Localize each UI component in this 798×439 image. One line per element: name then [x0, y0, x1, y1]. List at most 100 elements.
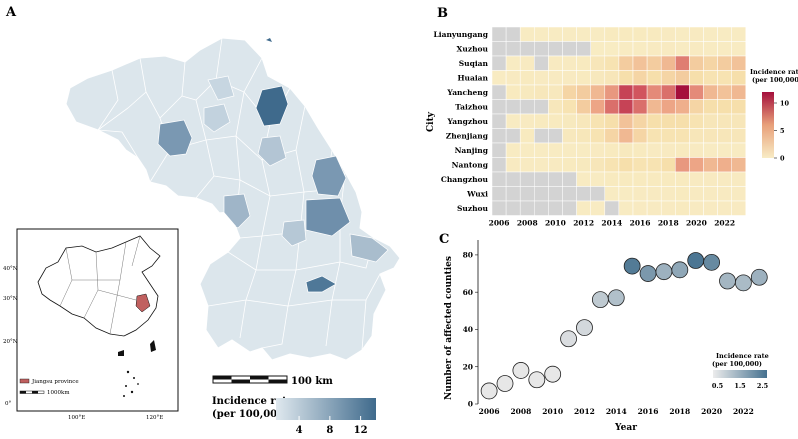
heatmap-cell: [675, 84, 690, 100]
heatmap-cell: [548, 26, 563, 42]
map-legend-colorbar: [276, 398, 376, 420]
scatter-point: [687, 252, 705, 269]
heatmap-cell: [576, 70, 591, 86]
heatmap-cell: [703, 142, 718, 158]
map-legend-tick-label: 8: [326, 425, 333, 436]
heatmap-cell: [491, 113, 507, 129]
heatmap-cell: [717, 186, 732, 202]
heatmap-cell: [646, 113, 662, 129]
heatmap-cell: [562, 84, 577, 100]
scatter-legend-tick-label: 1.5: [734, 382, 746, 390]
heatmap-cell: [576, 99, 591, 115]
county-boundaries: [97, 37, 381, 351]
map-scale-bar: 100 km: [212, 375, 333, 387]
heatmap-cell: [703, 41, 718, 57]
heatmap-cell: [618, 26, 634, 42]
heatmap-cell: [604, 55, 620, 71]
heatmap-cell: [562, 113, 577, 129]
heatmap-year-label: 2010: [545, 219, 566, 228]
heatmap-city-label: Yangzhou: [447, 117, 489, 126]
heatmap-cell: [646, 128, 662, 144]
heatmap-cell: [703, 55, 718, 71]
heatmap-cell: [548, 55, 563, 71]
heatmap-cell: [604, 186, 620, 202]
heatmap-cell: [548, 186, 563, 202]
heatmap-cell: [703, 128, 718, 144]
heatmap-cell: [717, 200, 732, 216]
heatmap-cell: [689, 55, 704, 71]
heatmap-cell: [576, 142, 591, 158]
heatmap-cell: [717, 128, 732, 144]
heatmap-cell: [632, 186, 648, 202]
heatmap-cell: [675, 142, 690, 158]
county-high-3: [311, 155, 347, 197]
heatmap-cell: [646, 157, 662, 173]
heatmap-cell: [618, 41, 634, 57]
heatmap-cell: [689, 41, 704, 57]
heatmap-year-label: 2022: [714, 219, 735, 228]
heatmap-cell: [505, 142, 521, 158]
scatter-point: [703, 253, 721, 271]
heatmap-cell: [534, 70, 549, 86]
heatmap-cell: [689, 157, 704, 173]
heatmap-cell: [519, 200, 535, 216]
heatmap-cell: [703, 171, 718, 187]
heatmap-cell: [491, 157, 507, 173]
scatter-point: [512, 362, 530, 379]
panel-b-letter: B: [437, 6, 448, 21]
heatmap-year-label: 2014: [601, 219, 622, 228]
heatmap-cell: [618, 113, 634, 129]
heatmap-cell: [505, 41, 521, 57]
heatmap-cell: [519, 171, 535, 187]
heatmap-city-label: Suzhou: [457, 204, 489, 213]
scatter-point: [544, 365, 562, 383]
heatmap-cell: [618, 99, 634, 115]
heatmap-city-label: Changzhou: [441, 175, 489, 184]
heatmap-cell: [689, 171, 704, 187]
heatmap-cell: [660, 157, 676, 173]
heatmap-cell: [590, 55, 606, 71]
heatmap-cell: [604, 41, 620, 57]
heatmap-cell: [548, 70, 563, 86]
heatmap-cell: [576, 55, 591, 71]
heatmap-cell: [548, 171, 563, 187]
scatter-legend: Incidence rate (per 100,000) 0.5 1.5 2.5: [712, 352, 769, 390]
heatmap-cell: [519, 84, 535, 100]
scatter-x-tick-label: 2008: [510, 407, 531, 416]
heatmap-cell: [534, 186, 549, 202]
heatmap-cell: [590, 200, 606, 216]
heatmap-year-label: 2008: [517, 219, 538, 228]
heatmap-cell: [689, 99, 704, 115]
heatmap-cell: [632, 128, 648, 144]
heatmap-cell: [562, 26, 577, 42]
heatmap-cell: [604, 70, 620, 86]
scatter-chart: 0 20 40 60 80 2006 2008 2010 2012 2014 2016 2018 202…: [463, 240, 768, 416]
heatmap-cell: [689, 142, 704, 158]
heatmap: Lianyungang Xuzhou Suqian Huaian Yancheng Tai…: [434, 26, 747, 228]
heatmap-cell: [590, 84, 606, 100]
heatmap-cell: [562, 128, 577, 144]
heatmap-cell: [590, 70, 606, 86]
heatmap-city-label: Nanjing: [455, 146, 489, 155]
heatmap-cell: [646, 171, 662, 187]
heatmap-cell: [618, 186, 634, 202]
heatmap-cell: [548, 113, 563, 129]
heatmap-cell: [505, 186, 521, 202]
heatmap-cell: [660, 171, 676, 187]
heatmap-cell: [534, 128, 549, 144]
heatmap-cell: [675, 128, 690, 144]
heatmap-city-label: Xuzhou: [457, 44, 489, 53]
heatmap-cell: [660, 99, 676, 115]
heatmap-cell: [731, 113, 747, 129]
heatmap-city-label: Yancheng: [446, 88, 488, 97]
heatmap-cell: [562, 171, 577, 187]
heatmap-cell: [632, 55, 648, 71]
scatter-legend-title-1: Incidence rate: [716, 352, 769, 360]
heatmap-cell: [548, 200, 563, 216]
scatter-point: [607, 289, 625, 307]
heatmap-legend-tick-label: 10: [780, 100, 790, 108]
heatmap-cell: [604, 99, 620, 115]
heatmap-cell: [660, 142, 676, 158]
heatmap-cell: [618, 128, 634, 144]
heatmap-cell: [632, 26, 648, 42]
